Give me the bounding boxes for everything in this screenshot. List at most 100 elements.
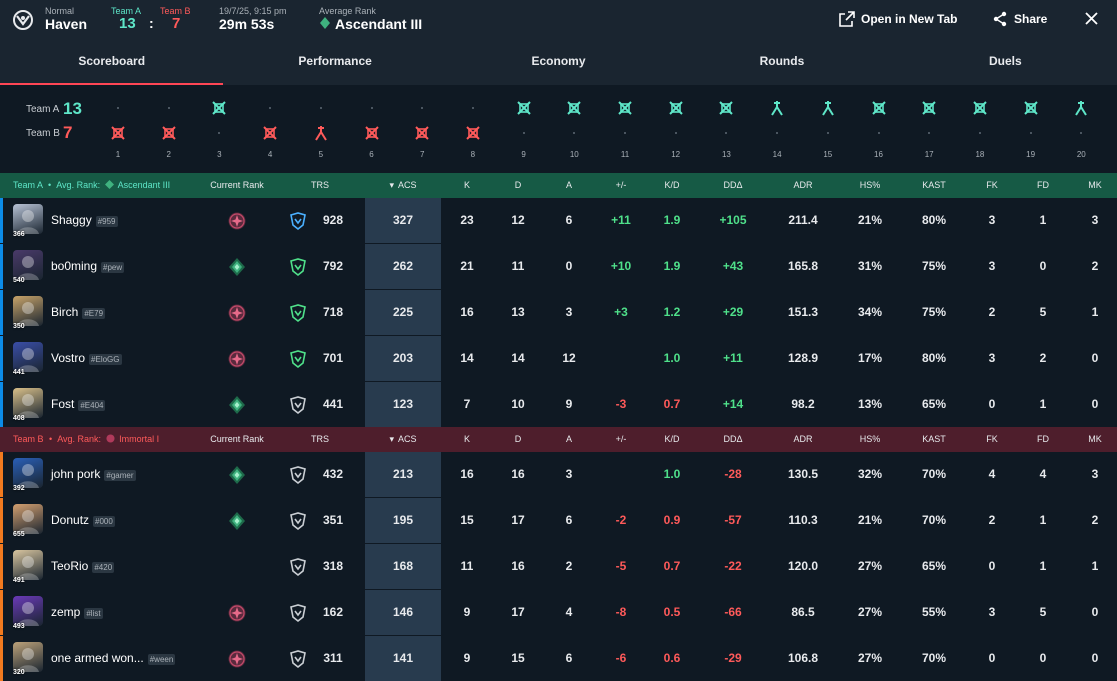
tab-duels[interactable]: Duels — [988, 54, 1022, 68]
col-dd-delta-header[interactable]: DDΔ — [708, 427, 758, 452]
col-plus-minus-header[interactable]: +/- — [601, 173, 641, 198]
share-button[interactable]: Share — [992, 11, 1047, 27]
mk-value: 0 — [1091, 605, 1099, 619]
player-name[interactable]: Fost #E404 — [51, 397, 106, 411]
player-row[interactable]: 392 john pork #gamer 432 213 16 16 3 1.0 -28 130.5… — [0, 452, 1117, 497]
col-dd-delta-header[interactable]: DDΔ — [708, 173, 758, 198]
col-k-header[interactable]: K — [447, 173, 487, 198]
round-3[interactable]: 3 — [194, 85, 244, 160]
round-11[interactable]: 11 — [600, 85, 650, 160]
col-trs-header[interactable]: TRS — [295, 427, 345, 452]
player-row[interactable]: 491 TeoRio #420 318 168 11 16 2 -5 0.7 -22 120.0 27%… — [0, 544, 1117, 589]
player-row[interactable]: 320 one armed won... #ween 311 141 9 15 6 -6 0.6 -… — [0, 636, 1117, 681]
round-empty-dot — [674, 132, 677, 134]
close-icon[interactable] — [1085, 12, 1098, 25]
team-side-bar — [0, 382, 3, 427]
player-level: 320 — [13, 669, 25, 676]
a-value: 3 — [565, 305, 573, 319]
round-15[interactable]: 15 — [803, 85, 853, 160]
round-13[interactable]: 13 — [701, 85, 751, 160]
col-kd-header[interactable]: K/D — [652, 173, 692, 198]
round-8[interactable]: 8 — [448, 85, 498, 160]
player-name[interactable]: one armed won... #ween — [51, 651, 176, 665]
tab-scoreboard[interactable]: Scoreboard — [0, 40, 224, 85]
adr-value: 110.3 — [788, 513, 818, 527]
player-name[interactable]: Vostro #EloGG — [51, 351, 122, 365]
mk-value: 0 — [1091, 397, 1099, 411]
player-name[interactable]: Birch #E79 — [51, 305, 106, 319]
round-19[interactable]: 19 — [1006, 85, 1056, 160]
player-name[interactable]: john pork #gamer — [51, 467, 136, 481]
col-kast-header[interactable]: KAST — [909, 427, 959, 452]
round-5[interactable]: 5 — [296, 85, 346, 160]
col-fd-header[interactable]: FD — [1023, 427, 1063, 452]
col-current-rank-header[interactable]: Current Rank — [197, 427, 277, 452]
col-a-header[interactable]: A — [549, 173, 589, 198]
col-fd-header[interactable]: FD — [1023, 173, 1063, 198]
col-kast-header[interactable]: KAST — [909, 173, 959, 198]
round-16[interactable]: 16 — [854, 85, 904, 160]
round-17[interactable]: 17 — [904, 85, 954, 160]
col-hs-header[interactable]: HS% — [845, 173, 895, 198]
col-d-header[interactable]: D — [498, 173, 538, 198]
col-kd-header[interactable]: K/D — [652, 427, 692, 452]
col-a-header[interactable]: A — [549, 427, 589, 452]
player-name[interactable]: Shaggy #959 — [51, 213, 118, 227]
col-adr-header[interactable]: ADR — [778, 173, 828, 198]
round-7[interactable]: 7 — [397, 85, 447, 160]
a-value: 2 — [565, 559, 573, 573]
col-mk-header[interactable]: MK — [1075, 173, 1115, 198]
defuse-icon — [1073, 100, 1089, 116]
player-row[interactable]: 408 Fost #E404 441 123 7 10 9 -3 0.7 +14 98.2 13% 65%… — [0, 382, 1117, 427]
round-18[interactable]: 18 — [955, 85, 1005, 160]
tab-rounds[interactable]: Rounds — [759, 54, 805, 68]
player-row[interactable]: 441 Vostro #EloGG 701 203 14 14 12 1.0 +11 128.9 17… — [0, 336, 1117, 381]
column-header-label: TRS — [311, 180, 329, 190]
round-9[interactable]: 9 — [499, 85, 549, 160]
open-new-tab-button[interactable]: Open in New Tab — [839, 11, 957, 27]
round-12[interactable]: 12 — [651, 85, 701, 160]
tab-economy[interactable]: Economy — [531, 54, 586, 68]
player-row[interactable]: 540 bo0ming #pew 792 262 21 11 0 +10 1.9 +43 165.8 3… — [0, 244, 1117, 289]
round-number: 7 — [419, 150, 425, 159]
round-number: 15 — [823, 150, 833, 159]
player-level: 441 — [13, 369, 25, 376]
col-plus-minus-header[interactable]: +/- — [601, 427, 641, 452]
fk-value: 3 — [988, 213, 996, 227]
column-header-label: ADR — [793, 434, 813, 444]
col-d-header[interactable]: D — [498, 427, 538, 452]
round-1[interactable]: 1 — [93, 85, 143, 160]
player-row[interactable]: 493 zemp #list 162 146 9 17 4 -8 0.5 -66 86.5 27% 55%… — [0, 590, 1117, 635]
round-20[interactable]: 20 — [1056, 85, 1106, 160]
player-name[interactable]: TeoRio #420 — [51, 559, 115, 573]
round-10[interactable]: 10 — [549, 85, 599, 160]
col-hs-header[interactable]: HS% — [845, 427, 895, 452]
player-row[interactable]: 655 Donutz #000 351 195 15 17 6 -2 0.9 -57 110.3 21%… — [0, 498, 1117, 543]
col-current-rank-header[interactable]: Current Rank — [197, 173, 277, 198]
player-row[interactable]: 366 Shaggy #959 928 327 23 12 6 +11 1.9 +105 211.4 2… — [0, 198, 1117, 243]
round-14[interactable]: 14 — [752, 85, 802, 160]
round-6[interactable]: 6 — [347, 85, 397, 160]
player-row[interactable]: 350 Birch #E79 718 225 16 13 3 +3 1.2 +29 151.3 34% 7… — [0, 290, 1117, 335]
column-header-label: HS% — [859, 180, 881, 190]
k-value: 15 — [460, 513, 474, 527]
col-fk-header[interactable]: FK — [972, 173, 1012, 198]
col-fk-header[interactable]: FK — [972, 427, 1012, 452]
col-mk-header[interactable]: MK — [1075, 427, 1115, 452]
fk-value: 2 — [988, 305, 996, 319]
col-k-header[interactable]: K — [447, 427, 487, 452]
player-name[interactable]: zemp #list — [51, 605, 103, 619]
player-level: 408 — [13, 415, 25, 422]
col-acs-header[interactable]: ▾ ACS — [373, 427, 433, 452]
round-2[interactable]: 2 — [144, 85, 194, 160]
tab-performance[interactable]: Performance — [298, 54, 372, 68]
dd-delta-value: +43 — [722, 259, 744, 273]
round-4[interactable]: 4 — [245, 85, 295, 160]
player-name[interactable]: Donutz #000 — [51, 513, 115, 527]
player-name[interactable]: bo0ming #pew — [51, 259, 125, 273]
col-adr-header[interactable]: ADR — [778, 427, 828, 452]
trs-badge-icon — [288, 211, 308, 231]
team-side-bar — [0, 544, 3, 589]
col-acs-header[interactable]: ▾ ACS — [373, 173, 433, 198]
col-trs-header[interactable]: TRS — [295, 173, 345, 198]
